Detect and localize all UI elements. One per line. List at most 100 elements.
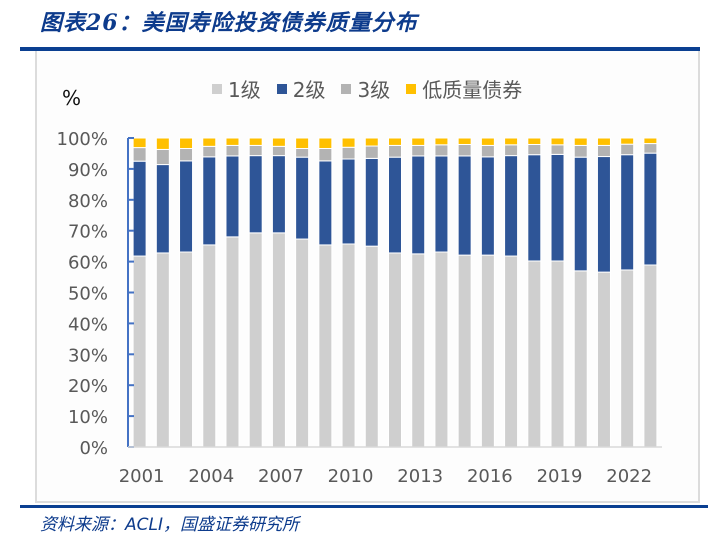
- bar-low-quality-2009: [318, 137, 333, 150]
- bar-grade2-2013: [411, 155, 426, 255]
- bar-grade1-2002: [155, 252, 170, 448]
- bar-grade3-2003: [179, 148, 194, 162]
- bar-low-quality-2012: [388, 137, 402, 146]
- bar-low-quality-2023: [643, 137, 658, 145]
- legend-swatch-grade3: [341, 83, 352, 94]
- bar-low-quality-2004: [202, 137, 217, 147]
- bar-grade1-2007: [271, 232, 286, 448]
- legend-swatch-grade1: [212, 83, 222, 94]
- y-tick-label: 70%: [68, 222, 108, 243]
- bar-grade2-2023: [643, 152, 658, 266]
- bars-group: [132, 137, 658, 448]
- bar-grade3-2007: [271, 145, 286, 157]
- y-tick-label: 90%: [68, 160, 108, 181]
- x-tick-label: 2001: [119, 466, 165, 487]
- bar-grade1-2013: [411, 253, 426, 448]
- bar-grade3-2022: [620, 143, 635, 156]
- bar-grade1-2018: [527, 260, 542, 448]
- bar-grade1-2015: [457, 254, 472, 448]
- bar-low-quality-2011: [364, 137, 379, 147]
- bar-grade3-2006: [248, 144, 263, 157]
- bar-grade1-2017: [504, 255, 519, 448]
- bar-grade1-2023: [643, 264, 658, 448]
- bar-low-quality-2018: [527, 137, 542, 145]
- legend-item-grade3: 3级: [341, 74, 390, 103]
- bar-low-quality-2006: [248, 137, 263, 146]
- bar-grade3-2004: [202, 145, 217, 158]
- bar-grade1-2001: [132, 255, 147, 448]
- bar-low-quality-2017: [504, 137, 519, 146]
- bar-grade3-2019: [550, 144, 565, 155]
- bar-grade3-2023: [643, 143, 658, 154]
- bar-grade3-2009: [318, 148, 333, 162]
- figure-title: 图表26：美国寿险投资债券质量分布: [40, 10, 418, 36]
- bar-grade3-2010: [341, 146, 356, 160]
- bar-low-quality-2005: [225, 137, 240, 146]
- bar-low-quality-2022: [620, 137, 635, 145]
- source-note: 资料来源：ACLI，国盛证券研究所: [40, 510, 299, 535]
- bar-grade2-2002: [155, 164, 170, 254]
- x-tick-label: 2016: [467, 466, 513, 487]
- bar-grade3-2001: [132, 147, 147, 162]
- y-unit-label: %: [62, 86, 82, 110]
- bar-low-quality-2002: [155, 137, 170, 150]
- bar-grade1-2019: [550, 260, 565, 448]
- bar-grade2-2017: [504, 155, 519, 257]
- bar-grade3-2012: [388, 144, 402, 158]
- x-tick-label: 2010: [328, 466, 374, 487]
- bar-grade1-2009: [318, 244, 333, 448]
- bar-low-quality-2020: [573, 137, 588, 146]
- bar-grade2-2012: [388, 156, 402, 254]
- bar-low-quality-2008: [295, 137, 310, 150]
- x-tick-label: 2004: [188, 466, 234, 487]
- legend: 1级 2级 3级 低质量债券: [212, 74, 522, 103]
- legend-label-grade3: 3级: [357, 78, 391, 102]
- bar-low-quality-2001: [132, 137, 147, 149]
- bar-grade3-2002: [155, 148, 170, 166]
- bar-grade3-2017: [504, 144, 519, 157]
- bar-low-quality-2019: [550, 137, 565, 146]
- bar-low-quality-2016: [480, 137, 495, 146]
- bar-grade2-2008: [295, 156, 310, 240]
- y-tick-label: 0%: [79, 438, 108, 459]
- bar-grade2-2016: [480, 156, 495, 256]
- x-tick-label: 2013: [397, 466, 443, 487]
- bar-grade2-2022: [620, 154, 635, 271]
- y-tick-label: 10%: [68, 407, 108, 428]
- y-tick-label: 20%: [68, 376, 108, 397]
- legend-item-low-quality: 低质量债券: [406, 74, 522, 103]
- bar-grade1-2021: [596, 271, 611, 448]
- x-tick-label: 2019: [537, 466, 583, 487]
- bar-grade3-2015: [457, 143, 472, 157]
- legend-item-grade2: 2级: [276, 74, 326, 103]
- source-suffix: ，国盛证券研究所: [162, 515, 299, 535]
- bar-low-quality-2014: [434, 137, 449, 146]
- source-org: ACLI: [125, 515, 163, 535]
- source-rule: [20, 505, 708, 508]
- title-rule: [20, 47, 700, 51]
- bar-grade1-2006: [248, 232, 263, 448]
- legend-label-grade2: 2级: [292, 78, 326, 102]
- bar-grade2-2011: [364, 157, 379, 247]
- bar-low-quality-2015: [457, 137, 472, 145]
- y-tick-label: 40%: [68, 314, 108, 335]
- y-tick-label: 30%: [68, 345, 108, 366]
- bar-grade1-2003: [179, 251, 194, 448]
- bar-grade1-2005: [225, 236, 240, 448]
- y-tick-label: 100%: [57, 129, 108, 150]
- bar-grade1-2012: [388, 252, 402, 448]
- bar-grade3-2018: [527, 143, 542, 156]
- y-tick-label: 80%: [68, 191, 108, 212]
- legend-item-grade1: 1级: [212, 74, 261, 103]
- bar-grade1-2022: [620, 269, 635, 448]
- bar-grade1-2004: [202, 244, 217, 448]
- bar-grade2-2010: [341, 158, 356, 245]
- bar-grade2-2019: [550, 153, 565, 262]
- x-tick-label: 2007: [258, 466, 304, 487]
- bar-low-quality-2013: [411, 137, 426, 146]
- legend-swatch-low-quality: [406, 83, 417, 94]
- bar-grade3-2021: [596, 144, 611, 158]
- bar-grade2-2006: [248, 155, 263, 234]
- bar-grade1-2020: [573, 270, 588, 448]
- bar-grade2-2005: [225, 155, 240, 238]
